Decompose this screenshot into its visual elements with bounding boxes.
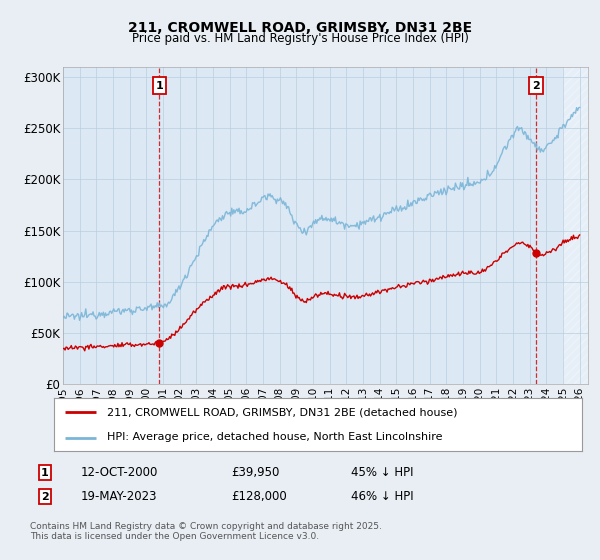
Text: 2: 2 <box>41 492 49 502</box>
Text: HPI: Average price, detached house, North East Lincolnshire: HPI: Average price, detached house, Nort… <box>107 432 442 442</box>
Text: £39,950: £39,950 <box>231 466 280 479</box>
Bar <box>563 67 588 384</box>
Text: 211, CROMWELL ROAD, GRIMSBY, DN31 2BE: 211, CROMWELL ROAD, GRIMSBY, DN31 2BE <box>128 21 472 35</box>
Text: Contains HM Land Registry data © Crown copyright and database right 2025.
This d: Contains HM Land Registry data © Crown c… <box>30 522 382 542</box>
Text: 1: 1 <box>41 468 49 478</box>
Text: 45% ↓ HPI: 45% ↓ HPI <box>351 466 413 479</box>
Text: 19-MAY-2023: 19-MAY-2023 <box>81 490 157 503</box>
Text: 211, CROMWELL ROAD, GRIMSBY, DN31 2BE (detached house): 211, CROMWELL ROAD, GRIMSBY, DN31 2BE (d… <box>107 408 457 418</box>
Text: Price paid vs. HM Land Registry's House Price Index (HPI): Price paid vs. HM Land Registry's House … <box>131 32 469 45</box>
Text: 1: 1 <box>155 81 163 91</box>
Text: £128,000: £128,000 <box>231 490 287 503</box>
Text: 12-OCT-2000: 12-OCT-2000 <box>81 466 158 479</box>
Text: 2: 2 <box>532 81 540 91</box>
Text: 46% ↓ HPI: 46% ↓ HPI <box>351 490 413 503</box>
